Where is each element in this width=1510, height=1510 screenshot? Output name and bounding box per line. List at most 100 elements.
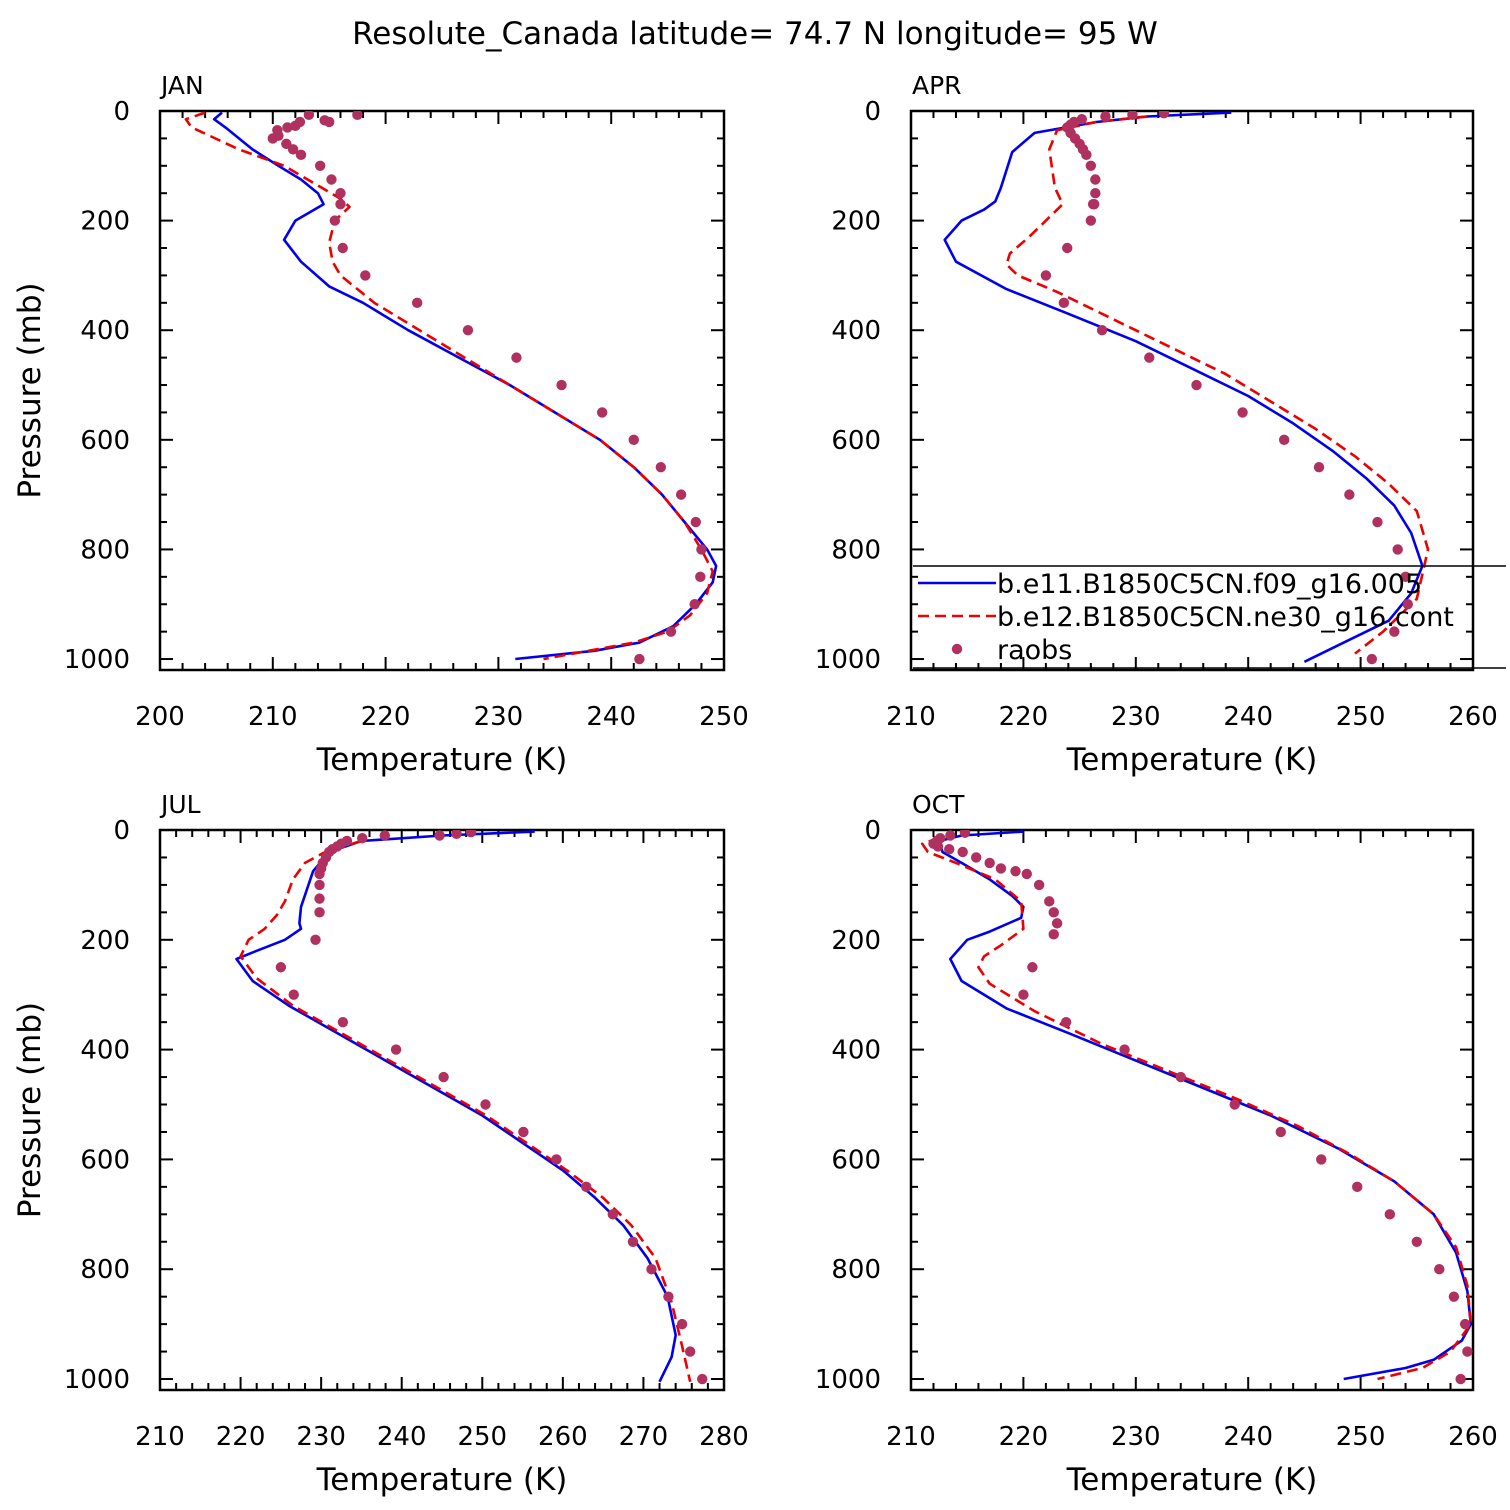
x-axis-label: Temperature (K) (316, 742, 568, 778)
raobs-point (1344, 489, 1355, 500)
raobs-point (1229, 1099, 1240, 1110)
y-axis-label: Pressure (mb) (12, 1002, 48, 1218)
raobs-point (1144, 352, 1155, 363)
y-tick-label: 600 (831, 1145, 881, 1175)
panel-jul: 210 220 230 240 250 260 270 280 0 200 400 600 800 100… (12, 790, 749, 1498)
raobs-point (1048, 929, 1059, 940)
raobs-point (627, 1236, 639, 1247)
x-tick-label: 250 (699, 702, 749, 732)
series-layer (943, 111, 1430, 665)
raobs-point (1462, 1346, 1473, 1357)
raobs-point (551, 1154, 562, 1165)
raobs-point (1191, 379, 1202, 391)
raobs-point (352, 111, 363, 121)
raobs-point (607, 1209, 619, 1220)
figure-title: Resolute_Canada latitude= 74.7 N longitu… (352, 16, 1158, 52)
x-tick-label: 220 (216, 1422, 266, 1452)
y-tick-label: 0 (113, 816, 130, 846)
y-tick-label: 1000 (64, 1365, 130, 1395)
raobs-point (1076, 114, 1088, 125)
raobs-point (690, 516, 701, 528)
model2-dashed-line (184, 111, 715, 661)
y-tick-label: 600 (80, 1145, 130, 1175)
legend-swatch-raobs (951, 643, 963, 655)
raobs-point (288, 989, 299, 1000)
raobs-point (390, 1044, 402, 1055)
y-tick-label: 600 (80, 426, 130, 456)
raobs-point (1027, 962, 1038, 973)
raobs-point (944, 844, 955, 855)
raobs-point (1096, 325, 1108, 336)
raobs-point (697, 1373, 708, 1385)
raobs-point (1040, 270, 1052, 281)
y-tick-label: 0 (113, 97, 130, 127)
y-tick-label: 0 (864, 816, 881, 846)
raobs-point (303, 111, 315, 121)
raobs-point (1366, 653, 1378, 665)
y-tick-label: 1000 (815, 645, 881, 675)
raobs-point (275, 962, 287, 973)
raobs-point (319, 115, 330, 126)
model2-dashed-line (1005, 115, 1430, 655)
panel-label: APR (912, 71, 962, 100)
raobs-point (665, 626, 677, 637)
raobs-point (634, 653, 645, 665)
x-tick-label: 210 (135, 1422, 185, 1452)
x-tick-label: 260 (1448, 702, 1498, 732)
x-tick-label: 210 (886, 1422, 936, 1452)
model1-line (235, 830, 678, 1383)
raobs-point (1237, 407, 1248, 418)
raobs-point (295, 149, 307, 161)
panel-label: OCT (912, 790, 965, 819)
y-tick-label: 800 (831, 535, 881, 565)
plot-frame (158, 109, 726, 672)
raobs-point (1087, 198, 1099, 210)
raobs-point (1085, 215, 1097, 226)
raobs-point (1400, 571, 1411, 583)
raobs-point (287, 144, 299, 155)
raobs-point (1455, 1373, 1466, 1385)
raobs-point (310, 934, 321, 946)
raobs-point (438, 1071, 449, 1083)
raobs-point (984, 857, 995, 869)
model2-dashed-line (239, 839, 692, 1383)
raobs-point (1058, 297, 1070, 309)
raobs-point (1021, 868, 1032, 880)
raobs-point (379, 830, 390, 841)
x-axis-label: Temperature (K) (316, 1462, 568, 1498)
y-tick-label: 400 (80, 1036, 130, 1066)
x-tick-label: 240 (1223, 1422, 1273, 1452)
raobs-point (434, 830, 445, 841)
y-tick-label: 800 (831, 1255, 881, 1285)
raobs-point (696, 544, 707, 555)
raobs-point (1044, 896, 1055, 907)
x-tick-label: 220 (361, 702, 411, 732)
x-tick-label: 260 (1448, 1422, 1498, 1452)
raobs-point (556, 379, 567, 391)
raobs-point (462, 325, 474, 336)
y-tick-label: 1000 (815, 1365, 881, 1395)
raobs-point (1352, 1181, 1363, 1193)
y-tick-label: 200 (80, 926, 130, 956)
x-tick-label: 240 (1223, 702, 1273, 732)
x-tick-label: 240 (586, 702, 636, 732)
raobs-point (1033, 879, 1045, 891)
series-layer (235, 830, 708, 1385)
raobs-point (511, 352, 522, 363)
y-tick-label: 1000 (64, 645, 130, 675)
raobs-point (314, 160, 326, 172)
raobs-point (1411, 1236, 1423, 1247)
raobs-point (655, 462, 667, 473)
panel-label: JUL (159, 790, 201, 819)
x-tick-label: 240 (377, 1422, 427, 1452)
raobs-point (1010, 865, 1021, 877)
plot-frame (909, 828, 1475, 1392)
raobs-point (480, 1099, 491, 1110)
raobs-point (337, 1016, 349, 1028)
raobs-point (290, 120, 301, 131)
y-tick-label: 400 (80, 316, 130, 346)
series-layer (184, 111, 718, 665)
raobs-point (337, 242, 348, 254)
